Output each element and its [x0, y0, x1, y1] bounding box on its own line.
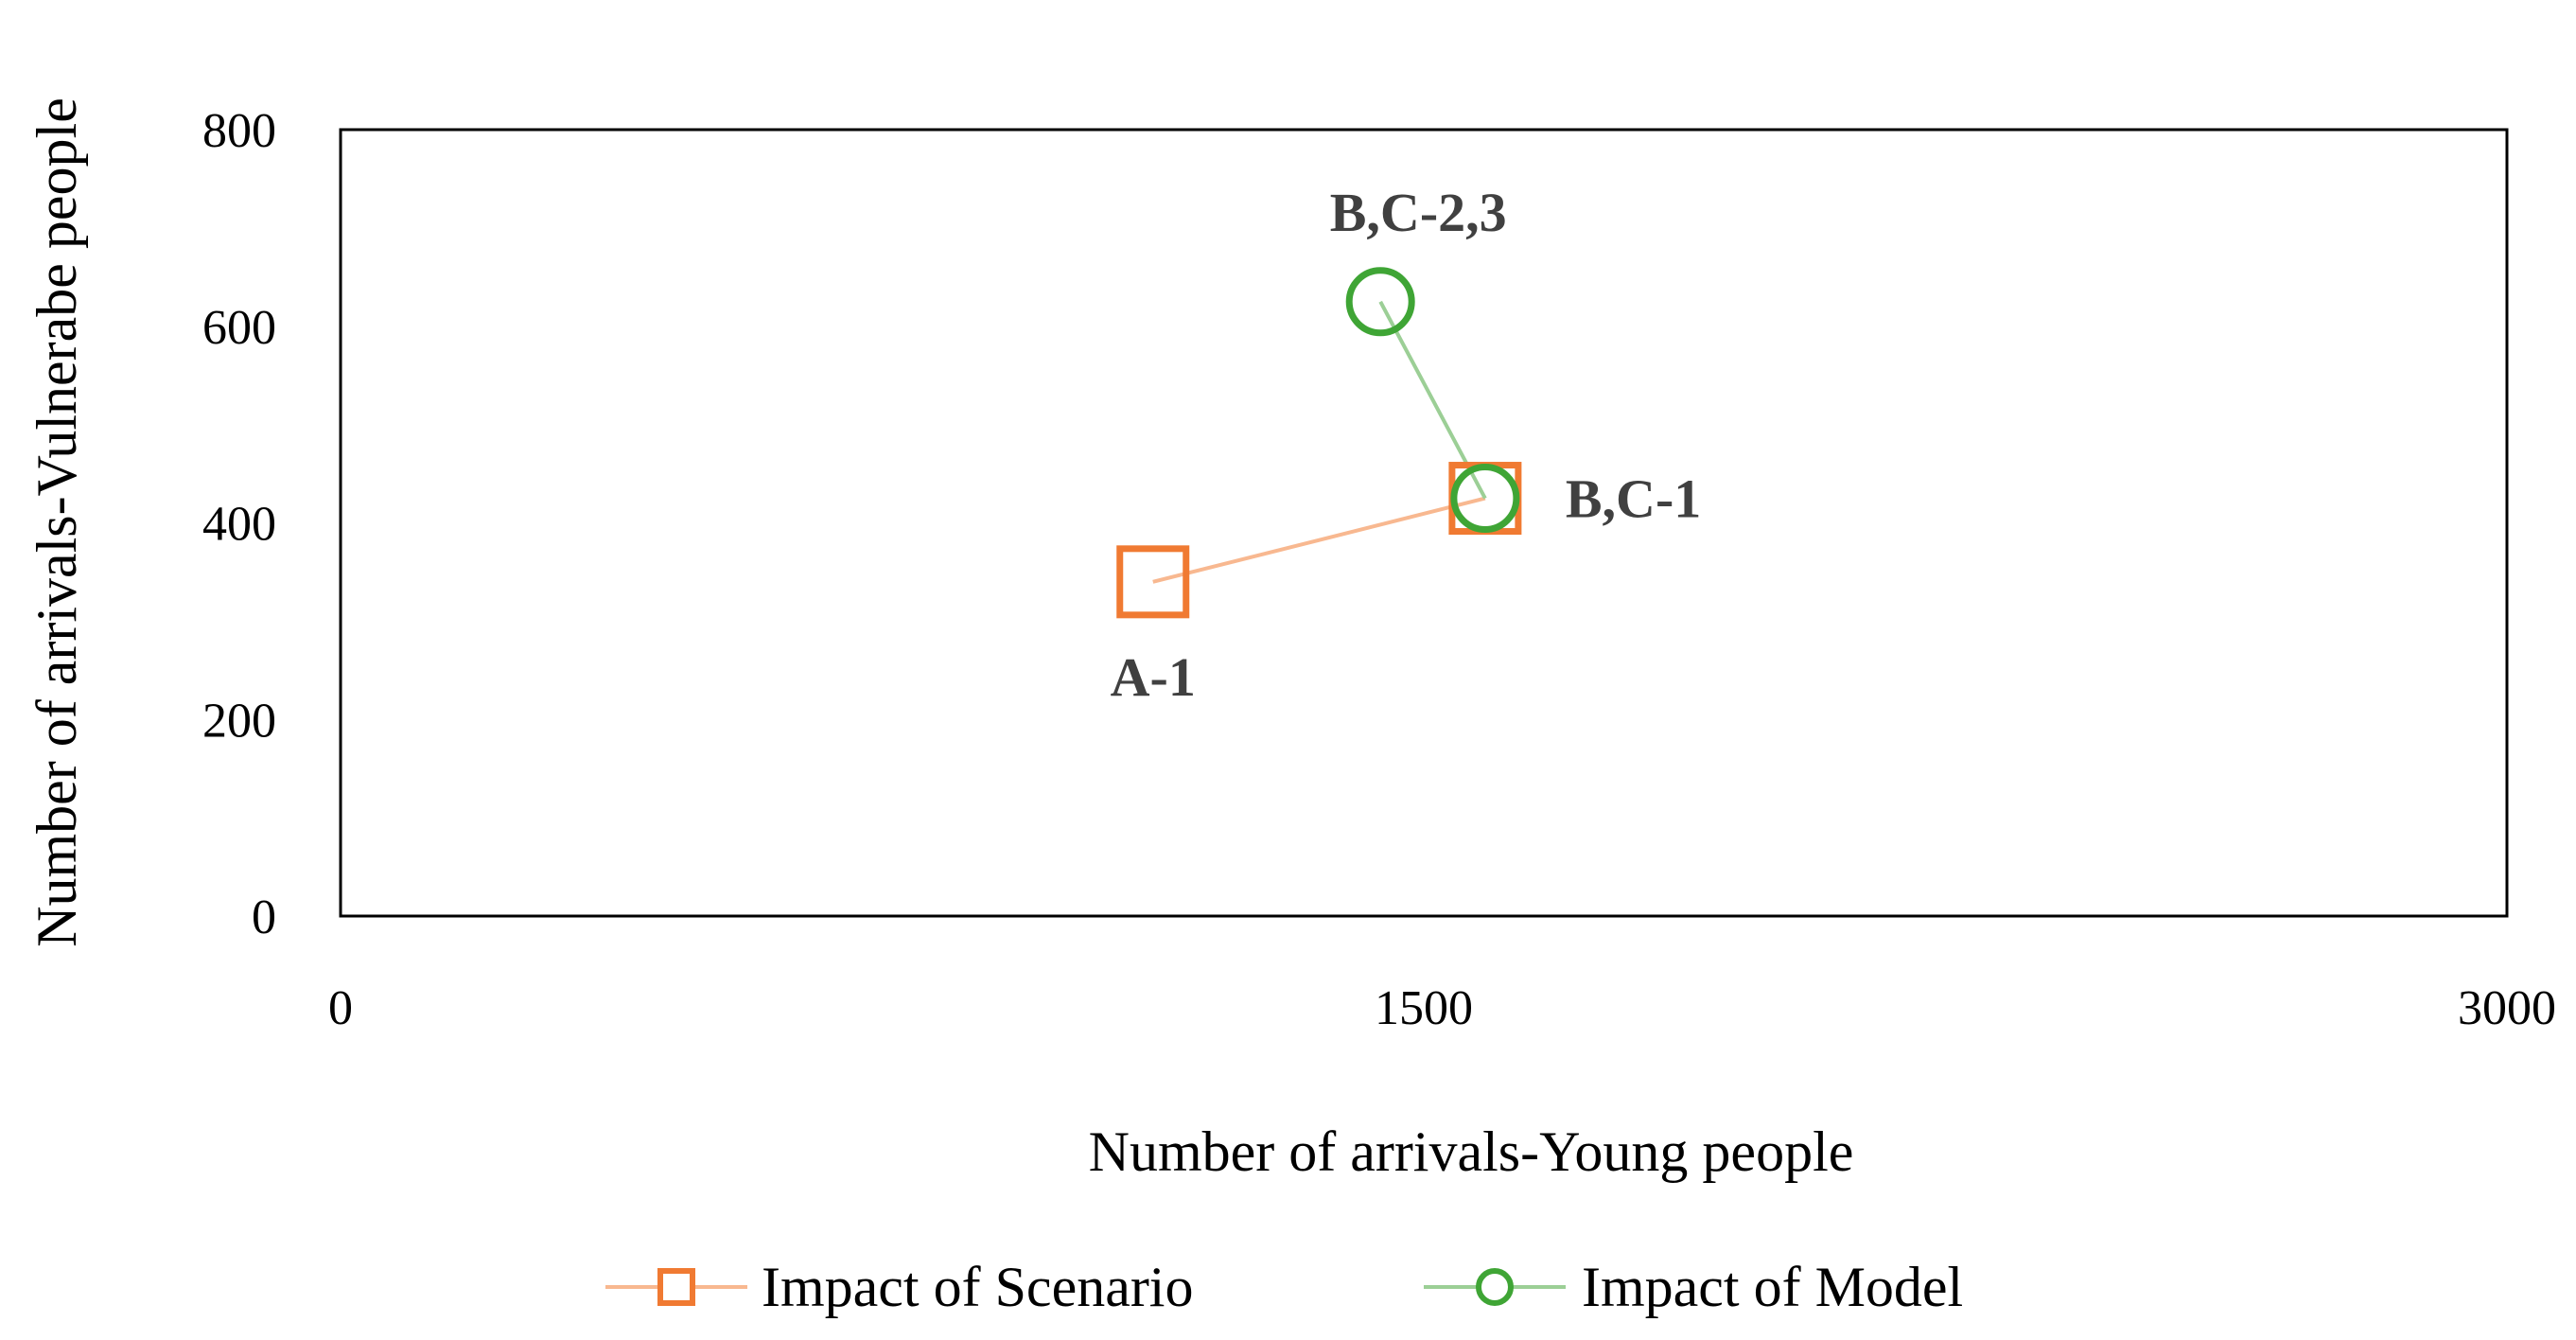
legend-circle-marker [1476, 1268, 1514, 1306]
series-layer [1116, 267, 1522, 619]
y-tick-label: 200 [202, 694, 276, 748]
y-axis-title: Number of arrivals-Vulnerabe people [26, 97, 88, 947]
x-axis-title: Number of arrivals-Young people [1089, 1120, 1854, 1183]
point-annotation: A-1 [1111, 646, 1196, 708]
y-tick-label: 800 [202, 104, 276, 158]
legend-item: Impact of Model [1424, 1256, 1963, 1318]
y-tick-label: 600 [202, 301, 276, 355]
legend-item: Impact of Scenario [605, 1256, 1193, 1318]
y-tick-label: 400 [202, 498, 276, 552]
y-axis-ticks: 0 200 400 600 800 [202, 104, 276, 944]
x-tick-label: 1500 [1375, 981, 1473, 1035]
plot-area [339, 128, 2509, 918]
x-axis-ticks: 0 1500 3000 [328, 981, 2556, 1035]
x-tick-label: 3000 [2458, 981, 2556, 1035]
series-line [1152, 496, 1486, 584]
model-point-marker [1345, 267, 1415, 337]
point-annotation: B,C-1 [1566, 468, 1701, 530]
scenario-point-marker [1116, 545, 1190, 619]
annotations: A-1 B,C-1 B,C-2,3 [1111, 182, 1702, 708]
legend-label: Impact of Scenario [762, 1256, 1193, 1318]
legend: Impact of Scenario Impact of Model [605, 1256, 1963, 1318]
y-tick-label: 0 [252, 890, 276, 944]
model-point-marker [1450, 464, 1520, 534]
legend-square-marker [657, 1268, 695, 1306]
x-tick-label: 0 [328, 981, 353, 1035]
point-annotation: B,C-2,3 [1330, 182, 1507, 243]
legend-label: Impact of Model [1582, 1256, 1963, 1318]
